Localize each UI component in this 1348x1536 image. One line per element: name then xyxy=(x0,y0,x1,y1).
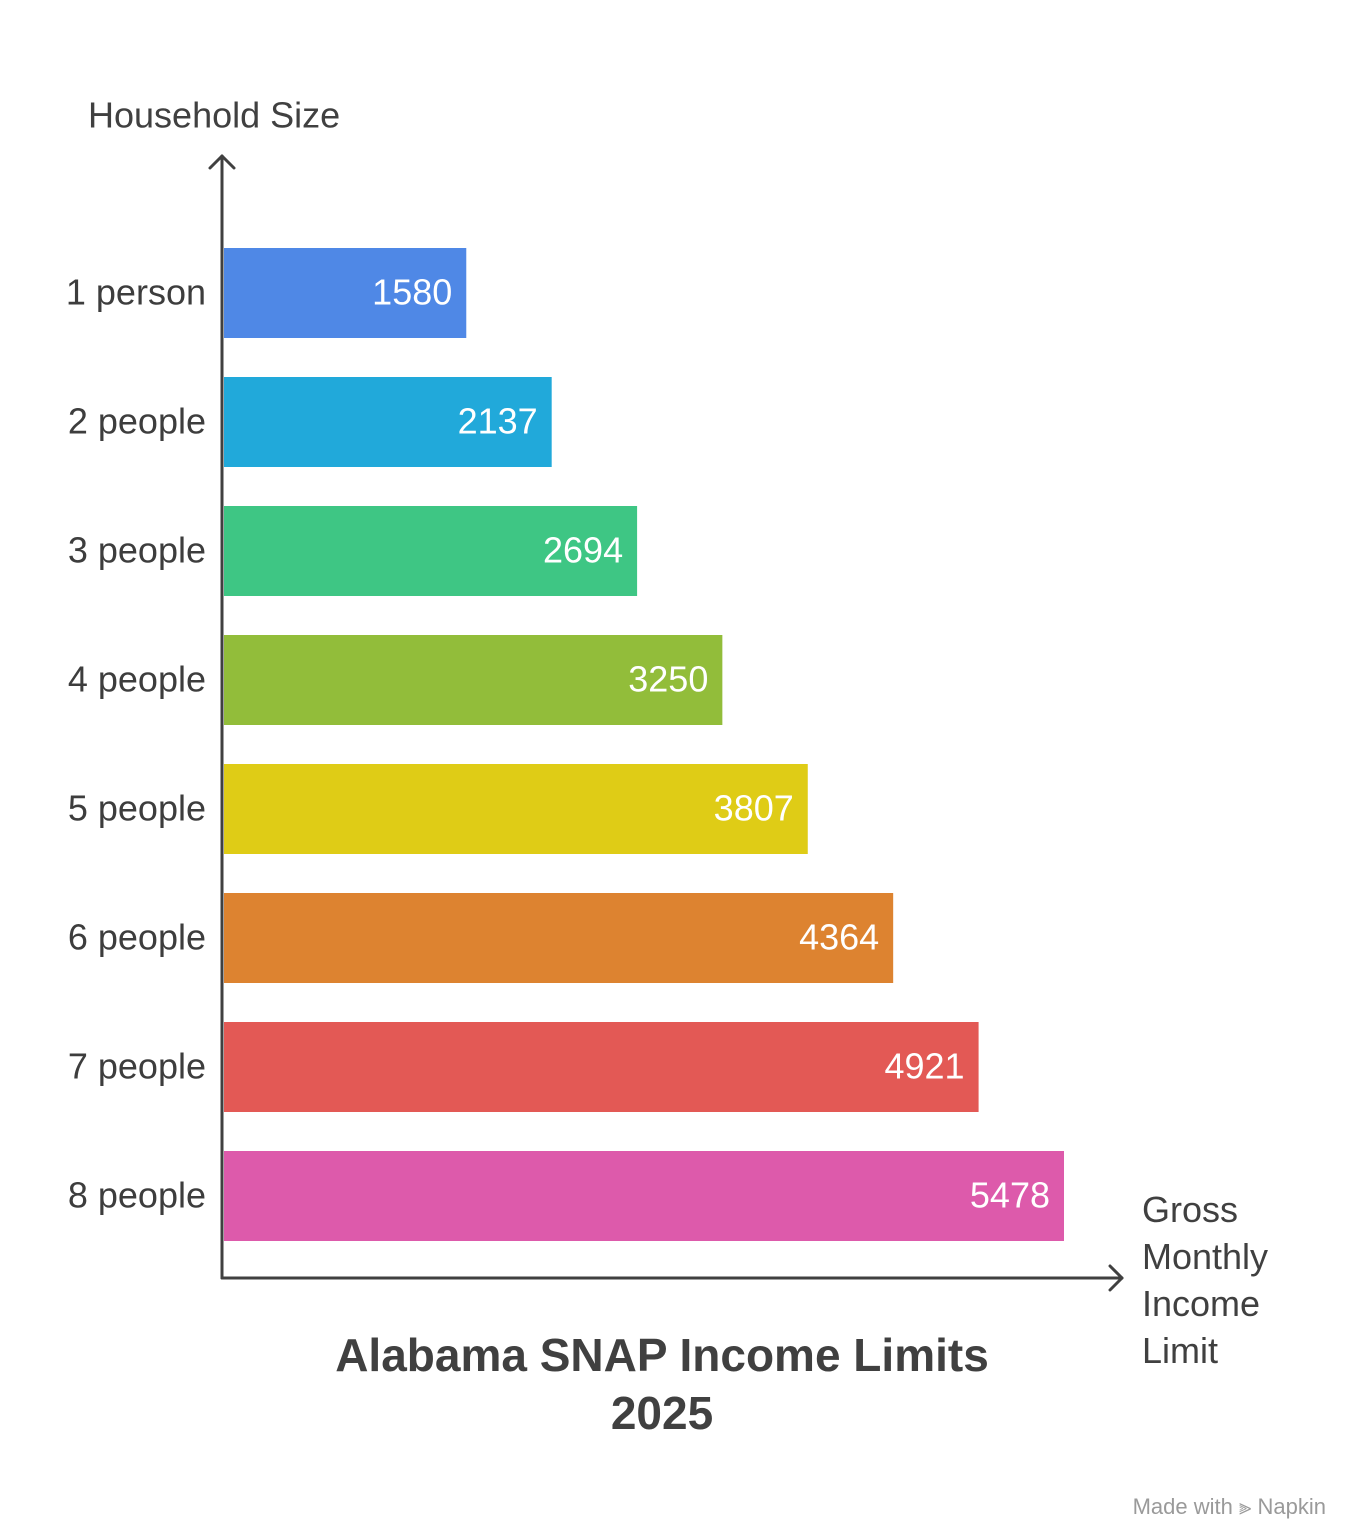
watermark-text: Made with xyxy=(1132,1494,1233,1519)
value-label: 5478 xyxy=(970,1175,1050,1216)
bar xyxy=(224,1151,1064,1241)
category-label: 2 people xyxy=(68,401,206,442)
value-label: 2694 xyxy=(543,530,623,571)
value-label: 4921 xyxy=(884,1046,964,1087)
axes xyxy=(208,154,1124,1292)
y-axis-label: Household Size xyxy=(88,95,340,136)
bar xyxy=(224,506,638,596)
bar xyxy=(224,248,467,338)
value-label: 3807 xyxy=(714,788,794,829)
value-label: 1580 xyxy=(372,272,452,313)
watermark-brand: Napkin xyxy=(1257,1494,1326,1519)
bar xyxy=(224,764,808,854)
chart-title: Alabama SNAP Income Limits 2025 xyxy=(335,1329,989,1439)
category-label: 5 people xyxy=(68,788,206,829)
watermark: Made with ⫸ Napkin xyxy=(1133,1494,1326,1520)
value-label: 2137 xyxy=(458,401,538,442)
category-label: 3 people xyxy=(68,530,206,571)
value-label: 4364 xyxy=(799,917,879,958)
bar xyxy=(224,377,552,467)
category-label: 7 people xyxy=(68,1046,206,1087)
value-label: 3250 xyxy=(628,659,708,700)
category-label: 8 people xyxy=(68,1175,206,1216)
bar xyxy=(224,1022,979,1112)
category-label: 6 people xyxy=(68,917,206,958)
bar xyxy=(224,635,723,725)
category-label: 4 people xyxy=(68,659,206,700)
category-label: 1 person xyxy=(66,272,206,313)
bar xyxy=(224,893,894,983)
x-axis-label: Gross Monthly Income Limit xyxy=(1142,1189,1269,1371)
napkin-icon: ⫸ xyxy=(1238,1494,1252,1519)
